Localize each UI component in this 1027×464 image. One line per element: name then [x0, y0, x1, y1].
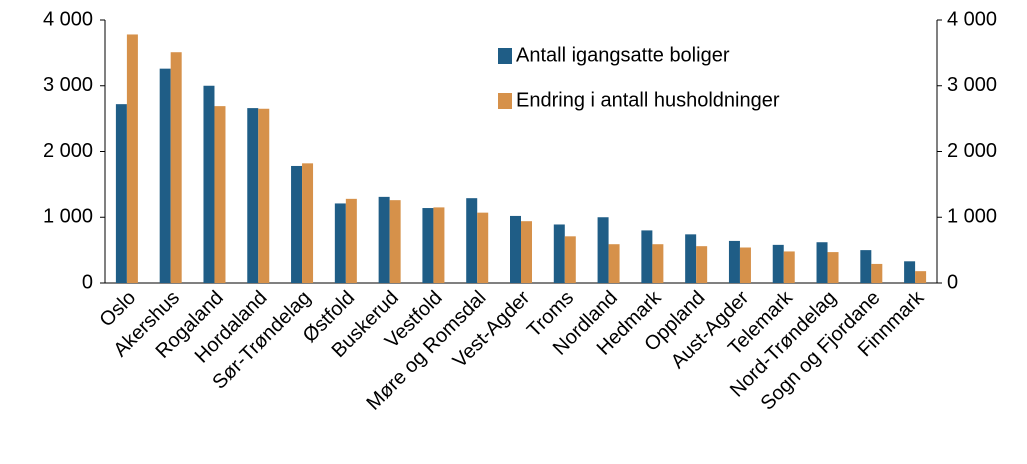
bar	[915, 271, 927, 283]
bar	[564, 236, 576, 283]
y-tick-label: 1 000	[43, 206, 93, 228]
y-tick-label: 2 000	[43, 140, 93, 162]
legend-label: Endring i antall husholdninger	[516, 89, 780, 111]
bar	[258, 108, 270, 283]
y2-tick-label: 4 000	[947, 8, 997, 30]
bar	[422, 208, 434, 283]
bar	[772, 244, 784, 283]
legend-swatch	[498, 93, 512, 109]
bar	[783, 251, 795, 283]
bar	[126, 34, 138, 284]
bar	[302, 163, 314, 283]
bar	[214, 106, 226, 283]
legend-label: Antall igangsatte boliger	[516, 44, 730, 66]
bar	[115, 104, 127, 283]
bar	[345, 198, 357, 283]
bar	[641, 230, 653, 283]
legend-swatch	[498, 48, 512, 64]
bar	[827, 252, 839, 283]
bar	[433, 207, 445, 283]
bar	[685, 234, 697, 283]
bar	[816, 242, 828, 283]
bar	[871, 263, 883, 283]
bar	[378, 196, 390, 283]
y-tick-label: 4 000	[43, 8, 93, 30]
bar	[203, 85, 215, 283]
bar	[553, 224, 565, 283]
bar	[904, 261, 916, 283]
bar	[334, 203, 346, 283]
bar	[389, 200, 401, 283]
bar	[170, 52, 182, 283]
y2-tick-label: 1 000	[947, 206, 997, 228]
bar	[860, 250, 872, 283]
bar	[510, 215, 521, 283]
bar	[159, 68, 171, 283]
y2-tick-label: 0	[947, 271, 958, 293]
bar	[521, 221, 532, 283]
y-tick-label: 0	[82, 271, 93, 293]
bar	[728, 240, 740, 283]
bar	[291, 165, 303, 283]
bar	[696, 246, 708, 283]
bar	[477, 212, 489, 283]
y2-tick-label: 3 000	[947, 74, 997, 96]
bar	[739, 247, 751, 283]
bar	[652, 244, 664, 283]
bar	[597, 217, 609, 283]
bar	[608, 244, 620, 283]
y2-tick-label: 2 000	[947, 140, 997, 162]
y-tick-label: 3 000	[43, 74, 93, 96]
bar	[247, 108, 259, 283]
bar	[466, 198, 478, 283]
